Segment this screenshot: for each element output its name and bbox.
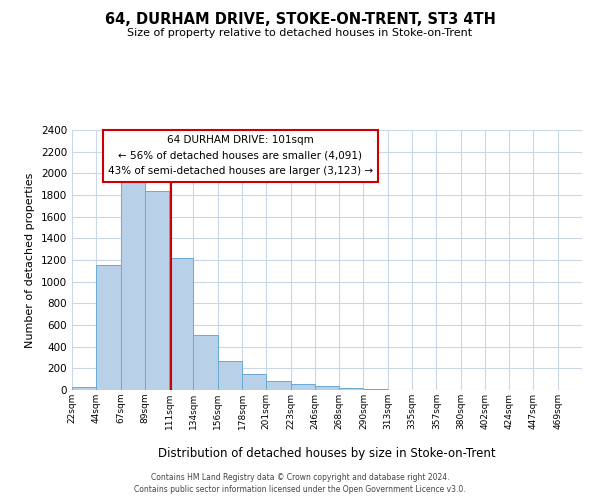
Text: 64 DURHAM DRIVE: 101sqm
← 56% of detached houses are smaller (4,091)
43% of semi: 64 DURHAM DRIVE: 101sqm ← 56% of detache… xyxy=(108,135,373,176)
Text: Distribution of detached houses by size in Stoke-on-Trent: Distribution of detached houses by size … xyxy=(158,448,496,460)
Bar xyxy=(290,384,315,390)
Bar xyxy=(169,258,193,390)
Bar xyxy=(145,190,169,390)
Bar xyxy=(193,335,218,390)
Bar xyxy=(266,382,290,390)
Text: Contains public sector information licensed under the Open Government Licence v3: Contains public sector information licen… xyxy=(134,485,466,494)
Y-axis label: Number of detached properties: Number of detached properties xyxy=(25,172,35,348)
Bar xyxy=(242,374,266,390)
Bar xyxy=(96,266,121,390)
Bar xyxy=(339,388,364,390)
Bar xyxy=(121,179,145,390)
Text: Size of property relative to detached houses in Stoke-on-Trent: Size of property relative to detached ho… xyxy=(127,28,473,38)
Text: 64, DURHAM DRIVE, STOKE-ON-TRENT, ST3 4TH: 64, DURHAM DRIVE, STOKE-ON-TRENT, ST3 4T… xyxy=(104,12,496,28)
Bar xyxy=(72,388,96,390)
Bar xyxy=(364,389,388,390)
Text: Contains HM Land Registry data © Crown copyright and database right 2024.: Contains HM Land Registry data © Crown c… xyxy=(151,472,449,482)
Bar xyxy=(315,386,339,390)
Bar xyxy=(218,362,242,390)
